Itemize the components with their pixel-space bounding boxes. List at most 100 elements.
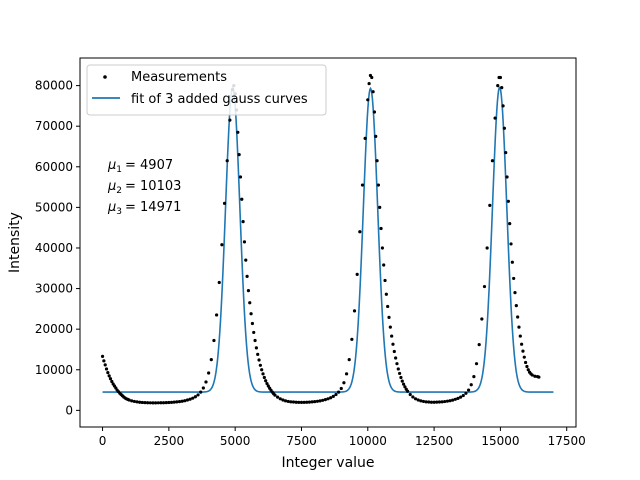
measurement-point [370,75,374,80]
measurement-point [291,400,296,404]
measurement-point [188,397,192,401]
measurement-point [509,242,513,246]
measurement-point [278,397,282,401]
measurement-point [451,398,455,402]
measurement-point [400,379,404,383]
measurement-point [355,272,359,276]
measurement-point [482,284,487,289]
x-tick-label: 2500 [154,434,185,448]
measurement-point [148,401,152,405]
measurement-point [323,398,327,402]
measurement-point [110,379,114,384]
axes-frame [79,57,577,428]
measurement-point [201,386,205,390]
x-tick-label: 12500 [415,434,453,448]
measurement-point [283,399,288,403]
measurement-point [138,400,142,404]
measurement-point [518,334,522,338]
measurement-point [378,205,382,209]
measurement-point [185,398,190,402]
measurement-point [352,309,357,313]
measurement-point [100,354,105,358]
measurement-point [262,375,266,380]
measurement-point [445,399,449,403]
measurement-point [524,360,528,365]
measurement-point [513,291,517,295]
measurement-point [199,390,203,394]
x-tick-label: 17500 [548,434,586,448]
measurement-point [245,274,249,278]
measurement-point [477,342,481,347]
measurement-point [241,219,245,224]
measurement-point [421,399,426,404]
measurement-point [169,400,174,404]
measurement-point [363,136,367,140]
measurement-point [305,400,309,404]
measurement-point [392,349,396,354]
measurement-point [164,401,168,405]
measurement-point [183,399,187,403]
y-tick-label: 10000 [35,363,73,377]
measurement-point [411,395,415,399]
measurement-point [488,203,492,207]
measurement-point [510,260,514,264]
mu-annotation: μ2 = 10103 [107,179,181,196]
measurement-point [440,400,444,404]
measurement-point [207,371,211,375]
measurement-point [456,396,460,400]
measurement-point [159,401,163,405]
measurement-point [375,159,379,163]
measurement-point [258,363,262,367]
measurement-point [366,98,370,102]
legend-label-measurements: Measurements [131,70,227,85]
measurement-point [167,400,171,405]
measurement-point [469,383,473,387]
measurement-point [339,386,343,391]
measurement-point [252,330,256,335]
y-tick-label: 40000 [35,241,73,255]
measurement-point [104,367,109,371]
measurement-point [416,398,420,402]
measurement-point [135,400,139,404]
measurement-point [217,280,221,285]
measurement-point [156,401,160,405]
measurement-point [294,400,298,404]
measurement-point [408,392,412,397]
measurement-point [437,400,441,404]
measurement-point [380,246,384,250]
legend-marker-measurements [103,75,107,79]
measurement-point [209,358,213,362]
y-tick-label: 50000 [35,200,73,214]
measurement-point [384,292,388,296]
x-tick-label: 7500 [286,434,317,448]
measurement-point [220,243,224,247]
measurement-point [459,395,463,399]
measurement-point [383,278,387,283]
measurement-point [472,375,476,379]
plot-area [100,73,554,405]
measurement-point [193,395,197,399]
measurement-point [533,374,537,378]
measurement-point [461,393,465,398]
measurement-point [358,230,362,234]
legend-label-fit: fit of 3 added gauss curves [131,92,308,107]
measurement-point [246,289,251,293]
measurement-point [146,401,150,405]
measurement-point [249,312,253,316]
measurement-point [237,153,241,157]
measurement-point [172,400,176,404]
measurement-point [522,355,526,359]
measurement-point [225,159,229,163]
measurement-point [429,400,434,404]
measurement-point [108,377,113,381]
measurement-point [265,381,269,386]
x-tick-label: 0 [99,434,107,448]
measurement-point [530,373,534,377]
measurement-point [464,391,468,395]
measurement-point [261,372,265,376]
measurement-point [307,400,312,404]
measurement-point [485,246,489,250]
measurement-point [318,399,322,403]
measurement-point [427,400,431,404]
measurement-point [387,315,391,319]
